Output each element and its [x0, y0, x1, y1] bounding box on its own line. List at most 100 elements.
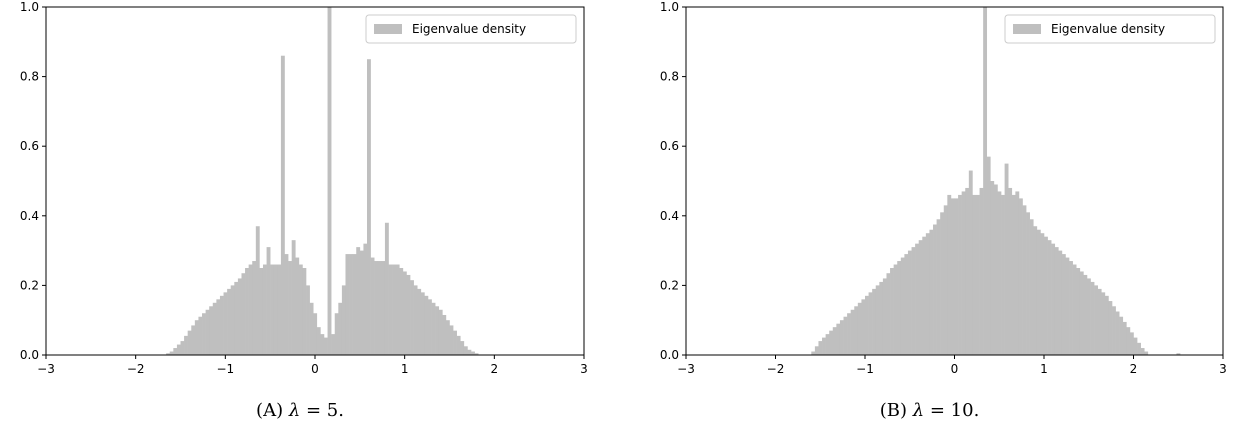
histogram-bar — [947, 194, 952, 355]
histogram-bar — [893, 264, 898, 355]
x-tick-label: −2 — [127, 362, 145, 376]
histogram-bar — [1033, 226, 1038, 355]
histogram-bar — [890, 268, 894, 355]
histogram-bar — [1036, 229, 1041, 355]
histogram-bar — [847, 313, 851, 355]
x-tick-label: 1 — [1040, 362, 1048, 376]
axes-frame — [45, 6, 585, 356]
histogram-bar — [320, 334, 325, 355]
histogram-bar — [1090, 281, 1095, 355]
legend: Eigenvalue density — [1004, 14, 1216, 44]
histogram-bar — [262, 264, 267, 355]
histogram-bar — [961, 191, 966, 355]
histogram-bar — [1040, 233, 1045, 355]
histogram-bar — [1051, 243, 1056, 355]
histogram-bar — [417, 288, 422, 355]
caption-a-rest: = 5. — [300, 400, 344, 421]
histogram-bar — [374, 261, 379, 355]
histogram-bar — [879, 281, 884, 355]
histogram-bar — [352, 254, 357, 355]
histogram-bar — [176, 344, 181, 355]
histogram-bar — [857, 302, 862, 355]
y-tick-label: 0.2 — [20, 278, 39, 292]
x-tick-label: 1 — [401, 362, 409, 376]
histogram-bar — [929, 229, 934, 355]
histogram-bar — [381, 261, 386, 355]
histogram-bar — [997, 191, 1002, 355]
histogram-bar — [1115, 311, 1120, 355]
histogram-bar — [1015, 191, 1020, 355]
legend-box — [365, 14, 577, 44]
histogram-bar — [1129, 332, 1134, 355]
histogram-bar — [288, 261, 292, 355]
histogram-bar — [1094, 285, 1098, 355]
histogram-bar — [280, 55, 285, 355]
histogram-bar — [456, 335, 461, 355]
histogram-bar — [1119, 316, 1124, 355]
histogram-bar — [191, 325, 196, 355]
histogram-bar — [1008, 187, 1013, 355]
histogram-bar — [950, 198, 955, 355]
histogram-bar — [1072, 264, 1077, 355]
histogram-bar — [334, 313, 339, 355]
histogram-bar — [438, 309, 443, 355]
histogram-bar — [972, 194, 977, 355]
histogram-bar — [302, 268, 307, 355]
histogram-bar — [449, 325, 454, 355]
histogram-bar — [854, 306, 859, 355]
histogram-bar — [933, 224, 937, 355]
histogram-bar — [1122, 321, 1127, 355]
caption-b-rest: = 10. — [924, 400, 980, 421]
histogram-bar — [431, 302, 436, 355]
y-tick-label: 0.4 — [660, 209, 679, 223]
histogram-bar — [872, 288, 877, 355]
histogram-bar — [323, 337, 328, 355]
histogram-bar — [388, 264, 393, 355]
histogram-bar — [1026, 212, 1030, 355]
histogram-bar — [291, 240, 296, 355]
histogram-bar — [327, 7, 332, 355]
histogram-bar — [1104, 295, 1109, 355]
histogram-bar — [363, 243, 368, 355]
histogram-bar — [836, 323, 841, 355]
histogram-bar — [814, 346, 819, 355]
histogram-bar — [248, 264, 253, 355]
histogram-bar — [1069, 261, 1073, 355]
histogram-bar — [983, 7, 988, 355]
histogram-bar — [986, 156, 991, 355]
histogram-bar — [395, 264, 400, 355]
x-tick-label: −2 — [767, 362, 785, 376]
histogram-bar — [331, 334, 336, 355]
histogram-bar — [925, 233, 930, 355]
histogram-chart-a: −3 −2 −1 0 1 2 3 0.0 0.2 0.4 0.6 0.8 1.0 Eigenvalue d… — [20, 0, 588, 376]
histogram-bar — [882, 278, 887, 355]
histogram-bar — [309, 302, 314, 355]
caption-b-tag: (B) — [879, 400, 907, 421]
histogram-bar — [202, 313, 206, 355]
histogram-bar — [316, 327, 321, 355]
histogram-bar — [169, 351, 174, 355]
histogram-bar — [230, 285, 235, 355]
histogram-bar — [990, 181, 995, 355]
histogram-bar — [911, 247, 916, 355]
histogram-bar — [234, 281, 239, 355]
y-tick-label: 0.8 — [20, 70, 39, 84]
histogram-bar — [406, 274, 411, 355]
y-tick-label: 0.6 — [660, 139, 679, 153]
y-tick-label: 1.0 — [20, 0, 39, 14]
histogram-bar — [1054, 247, 1059, 355]
histogram-bar — [237, 278, 242, 355]
x-tick-label: −1 — [216, 362, 234, 376]
histogram-bar — [943, 205, 948, 355]
histogram-bar — [345, 254, 350, 355]
histogram-bar — [1004, 163, 1009, 355]
histogram-bar — [356, 247, 361, 355]
figure-b: −3 −2 −1 0 1 2 3 0.0 0.2 0.4 0.6 0.8 1.0 Eigenvalue d… — [620, 0, 1239, 442]
legend: Eigenvalue density — [365, 14, 577, 44]
histogram-bar — [1065, 257, 1070, 355]
y-tick-label: 0.0 — [20, 348, 39, 362]
histogram-bar — [811, 351, 816, 355]
x-tick-label: 0 — [951, 362, 959, 376]
histogram-bars — [166, 7, 479, 355]
histogram-bar — [850, 309, 855, 355]
